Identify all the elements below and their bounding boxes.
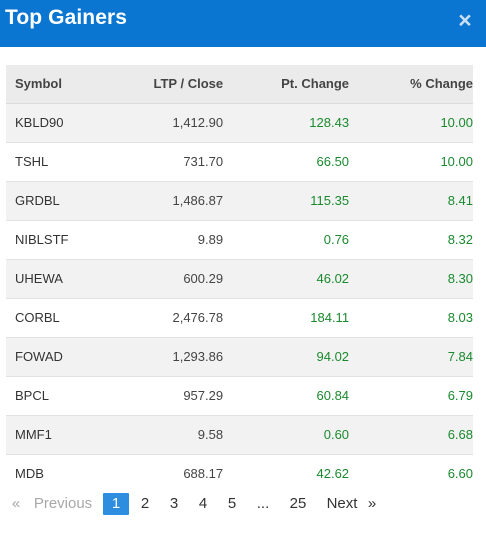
symbol-cell[interactable]: BPCL <box>6 376 115 416</box>
ltp-cell: 1,293.86 <box>114 337 224 377</box>
ltp-cell: 600.29 <box>114 259 224 299</box>
pct-change-cell: 8.30 <box>349 259 473 299</box>
previous-arrow-icon: « <box>11 495 21 512</box>
symbol-cell[interactable]: MDB <box>6 454 115 492</box>
symbol-cell[interactable]: NIBLSTF <box>6 220 115 260</box>
ltp-cell: 9.58 <box>114 415 224 455</box>
ltp-cell: 1,412.90 <box>114 103 224 143</box>
pt-change-cell: 128.43 <box>223 103 350 143</box>
pct-change-cell: 8.32 <box>349 220 473 260</box>
symbol-cell[interactable]: MMF1 <box>6 415 115 455</box>
column-header-symbol[interactable]: Symbol <box>6 65 115 104</box>
pagination-ellipsis: ... <box>256 495 270 512</box>
ltp-cell: 731.70 <box>114 142 224 182</box>
pct-change-cell: 8.03 <box>349 298 473 338</box>
pt-change-cell: 46.02 <box>223 259 350 299</box>
page-button-1[interactable]: 1 <box>103 493 129 515</box>
pt-change-cell: 60.84 <box>223 376 350 416</box>
ltp-cell: 1,486.87 <box>114 181 224 221</box>
column-header-pct-change[interactable]: % Change <box>349 65 473 104</box>
table-row[interactable]: MDB 688.17 42.62 6.60 <box>6 454 473 492</box>
page-button-5[interactable]: 5 <box>227 495 237 512</box>
modal-header: Top Gainers × <box>0 0 486 47</box>
ltp-cell: 2,476.78 <box>114 298 224 338</box>
pagination: « Previous 1 2 3 4 5 ... 25 Next » <box>9 493 479 515</box>
pct-change-cell: 10.00 <box>349 142 473 182</box>
pt-change-cell: 184.11 <box>223 298 350 338</box>
pct-change-cell: 8.41 <box>349 181 473 221</box>
symbol-cell[interactable]: KBLD90 <box>6 103 115 143</box>
pct-change-cell: 6.68 <box>349 415 473 455</box>
ltp-cell: 688.17 <box>114 454 224 492</box>
table-row[interactable]: BPCL 957.29 60.84 6.79 <box>6 376 473 416</box>
table-row[interactable]: CORBL 2,476.78 184.11 8.03 <box>6 298 473 338</box>
pt-change-cell: 94.02 <box>223 337 350 377</box>
modal-title: Top Gainers <box>5 6 128 29</box>
pt-change-cell: 0.60 <box>223 415 350 455</box>
ltp-cell: 9.89 <box>114 220 224 260</box>
symbol-cell[interactable]: CORBL <box>6 298 115 338</box>
ltp-cell: 957.29 <box>114 376 224 416</box>
table-row[interactable]: MMF1 9.58 0.60 6.68 <box>6 415 473 455</box>
previous-page-button[interactable]: Previous <box>33 495 93 512</box>
table-row[interactable]: FOWAD 1,293.86 94.02 7.84 <box>6 337 473 377</box>
pct-change-cell: 6.79 <box>349 376 473 416</box>
table-row[interactable]: GRDBL 1,486.87 115.35 8.41 <box>6 181 473 221</box>
table-row[interactable]: NIBLSTF 9.89 0.76 8.32 <box>6 220 473 260</box>
pt-change-cell: 42.62 <box>223 454 350 492</box>
table-header-row: Symbol LTP / Close Pt. Change % Change <box>6 65 473 104</box>
gainers-table: Symbol LTP / Close Pt. Change % Change K… <box>6 65 473 492</box>
pt-change-cell: 115.35 <box>223 181 350 221</box>
symbol-cell[interactable]: TSHL <box>6 142 115 182</box>
column-header-pt-change[interactable]: Pt. Change <box>223 65 350 104</box>
pt-change-cell: 66.50 <box>223 142 350 182</box>
page-button-25[interactable]: 25 <box>289 495 307 512</box>
close-icon[interactable]: × <box>458 7 472 33</box>
pt-change-cell: 0.76 <box>223 220 350 260</box>
table-row[interactable]: TSHL 731.70 66.50 10.00 <box>6 142 473 182</box>
table-row[interactable]: UHEWA 600.29 46.02 8.30 <box>6 259 473 299</box>
pct-change-cell: 6.60 <box>349 454 473 492</box>
page-button-2[interactable]: 2 <box>140 495 150 512</box>
pct-change-cell: 10.00 <box>349 103 473 143</box>
table-row[interactable]: KBLD90 1,412.90 128.43 10.00 <box>6 103 473 143</box>
next-arrow-icon[interactable]: » <box>367 495 377 512</box>
page-button-3[interactable]: 3 <box>169 495 179 512</box>
symbol-cell[interactable]: FOWAD <box>6 337 115 377</box>
pct-change-cell: 7.84 <box>349 337 473 377</box>
symbol-cell[interactable]: UHEWA <box>6 259 115 299</box>
column-header-ltp[interactable]: LTP / Close <box>114 65 224 104</box>
gainers-table-container: Symbol LTP / Close Pt. Change % Change K… <box>6 65 473 492</box>
next-page-button[interactable]: Next <box>326 495 358 512</box>
symbol-cell[interactable]: GRDBL <box>6 181 115 221</box>
page-button-4[interactable]: 4 <box>198 495 208 512</box>
